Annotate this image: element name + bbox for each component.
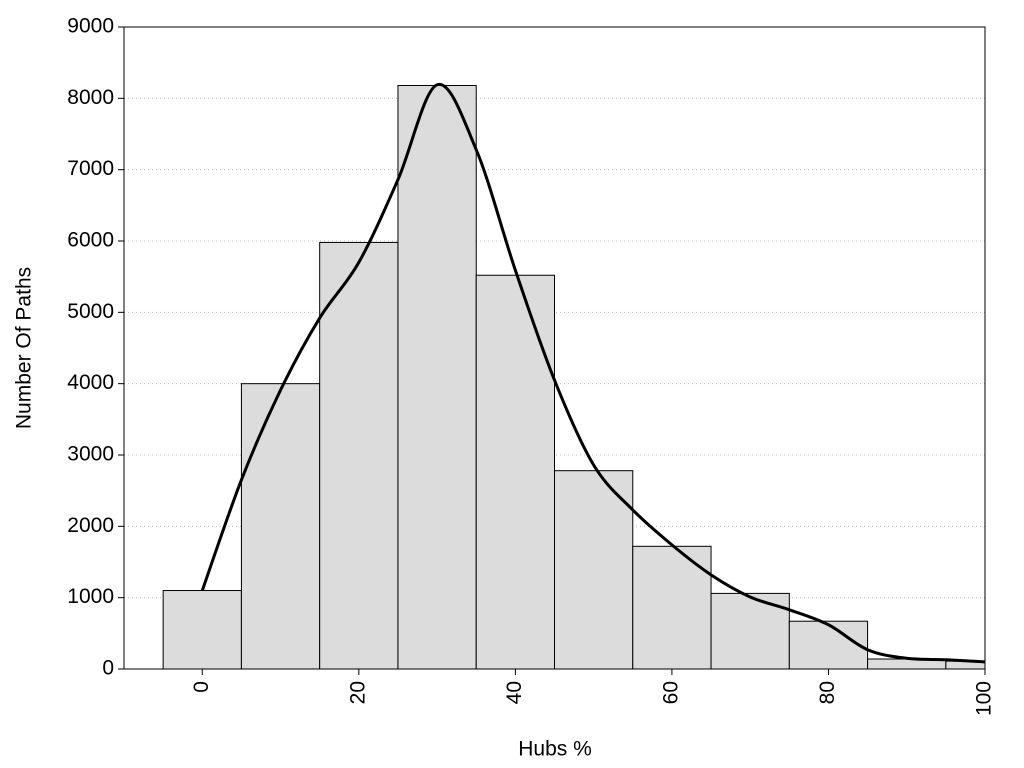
y-tick-label: 9000 [67,15,114,38]
bar [554,470,634,669]
plot-area [124,27,985,669]
x-tick-label: 20 [346,681,369,704]
y-tick-label: 4000 [67,371,114,394]
y-tick-label: 7000 [67,157,114,180]
x-tick-label: 0 [190,681,213,693]
x-tick-label: 100 [973,681,996,716]
x-tick-label: 40 [503,681,526,704]
y-axis-label: Number Of Paths [13,267,36,429]
bar [162,590,242,669]
density-curve [200,83,985,664]
bar [945,660,985,669]
bar [240,383,321,669]
y-tick-label: 6000 [67,229,114,252]
y-tick-label: 3000 [67,443,114,466]
x-tick-label: 60 [659,681,682,704]
plot-frame [123,26,986,670]
x-axis-label: Hubs % [518,738,592,761]
bar [397,84,477,669]
bar [475,274,555,669]
bar [788,620,869,669]
y-tick-label: 0 [102,657,114,680]
y-tick-label: 2000 [67,514,114,537]
bar [319,241,399,669]
y-tick-label: 1000 [67,585,114,608]
y-tick-label: 8000 [67,86,114,109]
x-tick-label: 80 [816,681,839,704]
y-tick-label: 5000 [67,300,114,323]
